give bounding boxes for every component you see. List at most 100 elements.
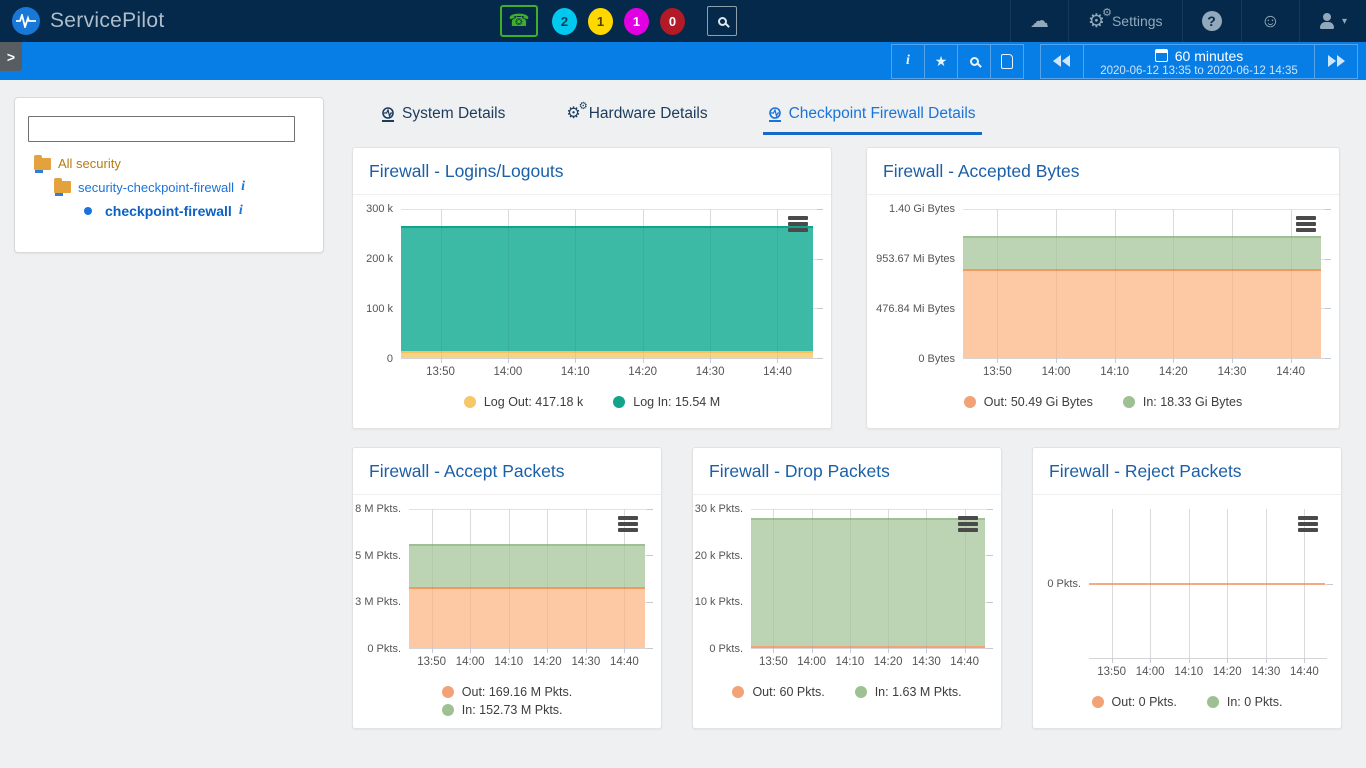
tree-node-all-security[interactable]: All security xyxy=(28,154,310,173)
y-tick-mark xyxy=(1325,209,1331,210)
x-tick-mark xyxy=(431,648,433,653)
settings-menu[interactable]: ⚙ ⚙ Settings xyxy=(1067,0,1182,42)
user-menu[interactable]: ▾ xyxy=(1298,0,1366,42)
legend-dot-icon xyxy=(441,686,454,698)
plot-canvas xyxy=(751,509,993,653)
pulse-icon xyxy=(382,106,394,122)
x-tick-label: 13:50 xyxy=(1097,666,1126,678)
x-tick-mark xyxy=(1188,658,1190,663)
time-range-label: 60 minutes xyxy=(1174,47,1244,64)
report-button[interactable] xyxy=(990,43,1024,79)
alert-count-badge[interactable]: 1 xyxy=(588,7,613,35)
series-out xyxy=(409,586,645,648)
search-button[interactable] xyxy=(957,43,991,79)
y-tick-mark xyxy=(1327,583,1333,585)
help-menu[interactable]: ? xyxy=(1181,0,1241,42)
tab-hardware-details[interactable]: ⚙ ⚙ Hardware Details xyxy=(560,95,713,135)
legend-item: Out: 0 Pkts. xyxy=(1091,695,1177,709)
favorite-button[interactable]: ★ xyxy=(924,43,958,79)
feedback-menu[interactable]: ☺ xyxy=(1240,0,1299,42)
legend-item: In: 18.33 Gi Bytes xyxy=(1122,395,1243,409)
legend-label: In: 18.33 Gi Bytes xyxy=(1142,395,1243,409)
time-back-button[interactable] xyxy=(1040,43,1084,79)
time-range-detail: 2020-06-12 13:35 to 2020-06-12 14:35 xyxy=(1100,64,1298,77)
gridline-overlay xyxy=(710,209,712,358)
smiley-icon: ☺ xyxy=(1260,10,1280,32)
chart-plot-area: 0 Pkts. xyxy=(1033,495,1341,663)
calendar-icon xyxy=(1154,49,1168,62)
sidebar-expand-tab[interactable]: > xyxy=(0,42,22,71)
gridline-overlay xyxy=(997,209,999,358)
x-tick-mark xyxy=(1173,358,1175,363)
gridline-overlay xyxy=(1265,509,1267,658)
detail-tabs: System Details ⚙ ⚙ Hardware Details Check… xyxy=(352,95,1342,135)
navbar-search-button[interactable] xyxy=(707,6,737,36)
x-axis-labels: 13:50 14:00 14:10 14:20 14:30 14:40 xyxy=(963,366,1325,383)
plot-canvas xyxy=(963,209,1331,363)
tree-node-checkpoint-firewall[interactable]: checkpoint-firewall i xyxy=(28,203,310,219)
chart-title: Firewall - Logins/Logouts xyxy=(353,148,831,195)
x-tick-mark xyxy=(1114,358,1116,363)
x-tick-label: 14:30 xyxy=(911,656,941,668)
x-tick-mark xyxy=(1231,358,1233,363)
info-icon[interactable]: i xyxy=(238,203,243,218)
folder-icon xyxy=(34,154,51,173)
gridline-overlay xyxy=(642,209,644,358)
charts-row-1: Firewall - Logins/Logouts 300 k 200 k 100 k… xyxy=(352,147,1342,429)
chart-legend: Log Out: 417.18 k Log In: 15.54 M xyxy=(353,395,831,409)
y-tick-label: 100 k xyxy=(366,303,393,316)
chart-menu-icon[interactable] xyxy=(788,216,808,234)
resource-tree-panel: All security security-checkpoint-firewal… xyxy=(14,97,324,253)
tab-label: System Details xyxy=(402,105,506,122)
x-tick-label: 14:20 xyxy=(873,656,903,668)
info-button[interactable]: i xyxy=(891,43,925,79)
x-tick-mark xyxy=(440,358,442,363)
tab-checkpoint-firewall-details[interactable]: Checkpoint Firewall Details xyxy=(762,95,982,135)
y-tick-label: 10 k Pkts. xyxy=(694,596,743,609)
series-out xyxy=(751,646,985,649)
chart-title: Firewall - Reject Packets xyxy=(1033,448,1341,495)
toolbar-icon-group: i ★ xyxy=(891,43,1024,79)
legend-item: In: 1.63 M Pkts. xyxy=(854,685,962,699)
y-tick-label: 0 Pkts. xyxy=(367,643,401,655)
chart-menu-icon[interactable] xyxy=(958,516,978,534)
phone-button[interactable]: ☎ xyxy=(500,5,538,37)
gridline-overlay xyxy=(1290,209,1292,358)
info-icon[interactable]: i xyxy=(241,179,245,194)
chart-plot-area: 300 k 200 k 100 k 0 xyxy=(353,195,831,365)
series-out xyxy=(1089,582,1325,585)
y-tick-mark xyxy=(987,555,993,557)
x-tick-mark xyxy=(547,648,549,653)
legend-item: In: 152.73 M Pkts. xyxy=(441,703,563,717)
main-content: System Details ⚙ ⚙ Hardware Details Check… xyxy=(352,95,1342,729)
legend-item: Log Out: 417.18 k xyxy=(463,395,583,409)
chart-menu-icon[interactable] xyxy=(1296,216,1316,234)
chart-title: Firewall - Accept Packets xyxy=(353,448,661,495)
alert-count-badge[interactable]: 2 xyxy=(552,7,577,35)
chart-menu-icon[interactable] xyxy=(618,516,638,534)
resource-tree: All security security-checkpoint-firewal… xyxy=(28,154,310,219)
navbar-right: ☁ ⚙ ⚙ Settings ? ☺ ▾ xyxy=(1009,0,1366,42)
chart-title: Firewall - Accepted Bytes xyxy=(867,148,1339,195)
time-forward-button[interactable] xyxy=(1314,43,1358,79)
x-tick-label: 14:10 xyxy=(494,656,524,668)
servicepilot-logo-icon xyxy=(12,7,40,35)
alert-count-badge[interactable]: 0 xyxy=(660,7,685,35)
time-range-button[interactable]: 60 minutes 2020-06-12 13:35 to 2020-06-1… xyxy=(1083,43,1315,79)
time-range-group: 60 minutes 2020-06-12 13:35 to 2020-06-1… xyxy=(1040,43,1358,79)
tree-node-security-checkpoint-firewall[interactable]: security-checkpoint-firewall i xyxy=(28,178,310,196)
chart-card-accepted-bytes: Firewall - Accepted Bytes 1.40 Gi Bytes 95… xyxy=(866,147,1340,429)
chart-menu-icon[interactable] xyxy=(1298,516,1318,534)
alert-count-badge[interactable]: 1 xyxy=(624,7,649,35)
cloud-menu[interactable]: ☁ xyxy=(1009,0,1068,42)
gridline-overlay xyxy=(1227,509,1229,658)
x-tick-label: 14:10 xyxy=(1174,666,1204,678)
legend-dot-icon xyxy=(854,686,867,698)
tab-system-details[interactable]: System Details xyxy=(376,95,511,135)
y-tick-mark xyxy=(1325,258,1331,260)
gridline-overlay xyxy=(964,509,966,648)
chevron-down-icon: ▾ xyxy=(1341,15,1347,27)
help-icon: ? xyxy=(1201,11,1222,31)
tree-filter-input[interactable] xyxy=(28,116,295,142)
